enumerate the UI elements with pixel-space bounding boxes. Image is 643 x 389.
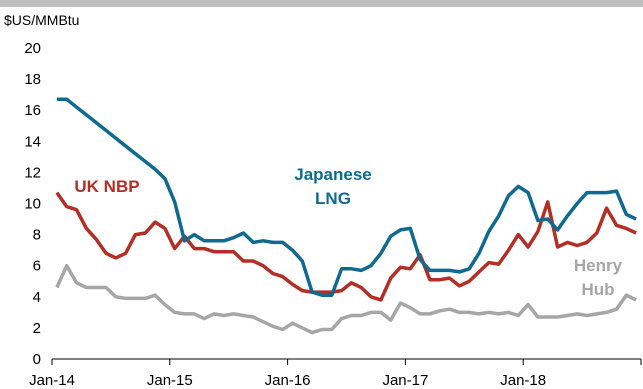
x-tick-label: Jan-15 (147, 372, 193, 389)
x-tick-label: Jan-17 (382, 372, 428, 389)
y-tick-label: 18 (24, 71, 41, 88)
y-tick-label: 20 (24, 40, 41, 57)
y-tick-label: 0 (33, 351, 41, 368)
series-line-japanese-lng (56, 97, 637, 297)
y-tick-label: 4 (33, 289, 41, 306)
series-label-japanese-lng: LNG (315, 189, 351, 208)
y-tick-label: 14 (24, 133, 41, 150)
y-tick-label: 12 (24, 164, 41, 181)
series-line-henry-hub (55, 263, 637, 335)
series-label-henry-hub: Hub (581, 280, 614, 299)
series-label-henry-hub: Henry (574, 256, 623, 275)
x-tick-label: Jan-16 (265, 372, 311, 389)
y-tick-label: 8 (33, 227, 41, 244)
series-label-uk-nbp: UK NBP (74, 177, 139, 196)
y-tick-label: 2 (33, 320, 41, 337)
series-group (55, 97, 637, 335)
x-axis: Jan-14 Jan-15 Jan-16 Jan-17 Jan-18 (29, 358, 642, 389)
y-tick-label: 16 (24, 102, 41, 119)
x-tick-label: Jan-18 (500, 372, 546, 389)
y-axis: 0 2 4 6 8 10 12 14 16 18 20 (24, 40, 41, 368)
unit-label: $US/MMBtu (4, 12, 79, 28)
y-tick-label: 6 (33, 258, 41, 275)
x-tick-label: Jan-14 (29, 372, 75, 389)
series-line-uk-nbp (55, 191, 637, 302)
series-label-japanese-lng: Japanese (294, 165, 372, 184)
series-labels: Japanese LNG UK NBP Henry Hub (74, 165, 622, 299)
y-tick-label: 10 (24, 196, 41, 213)
top-border-bar (0, 0, 643, 7)
